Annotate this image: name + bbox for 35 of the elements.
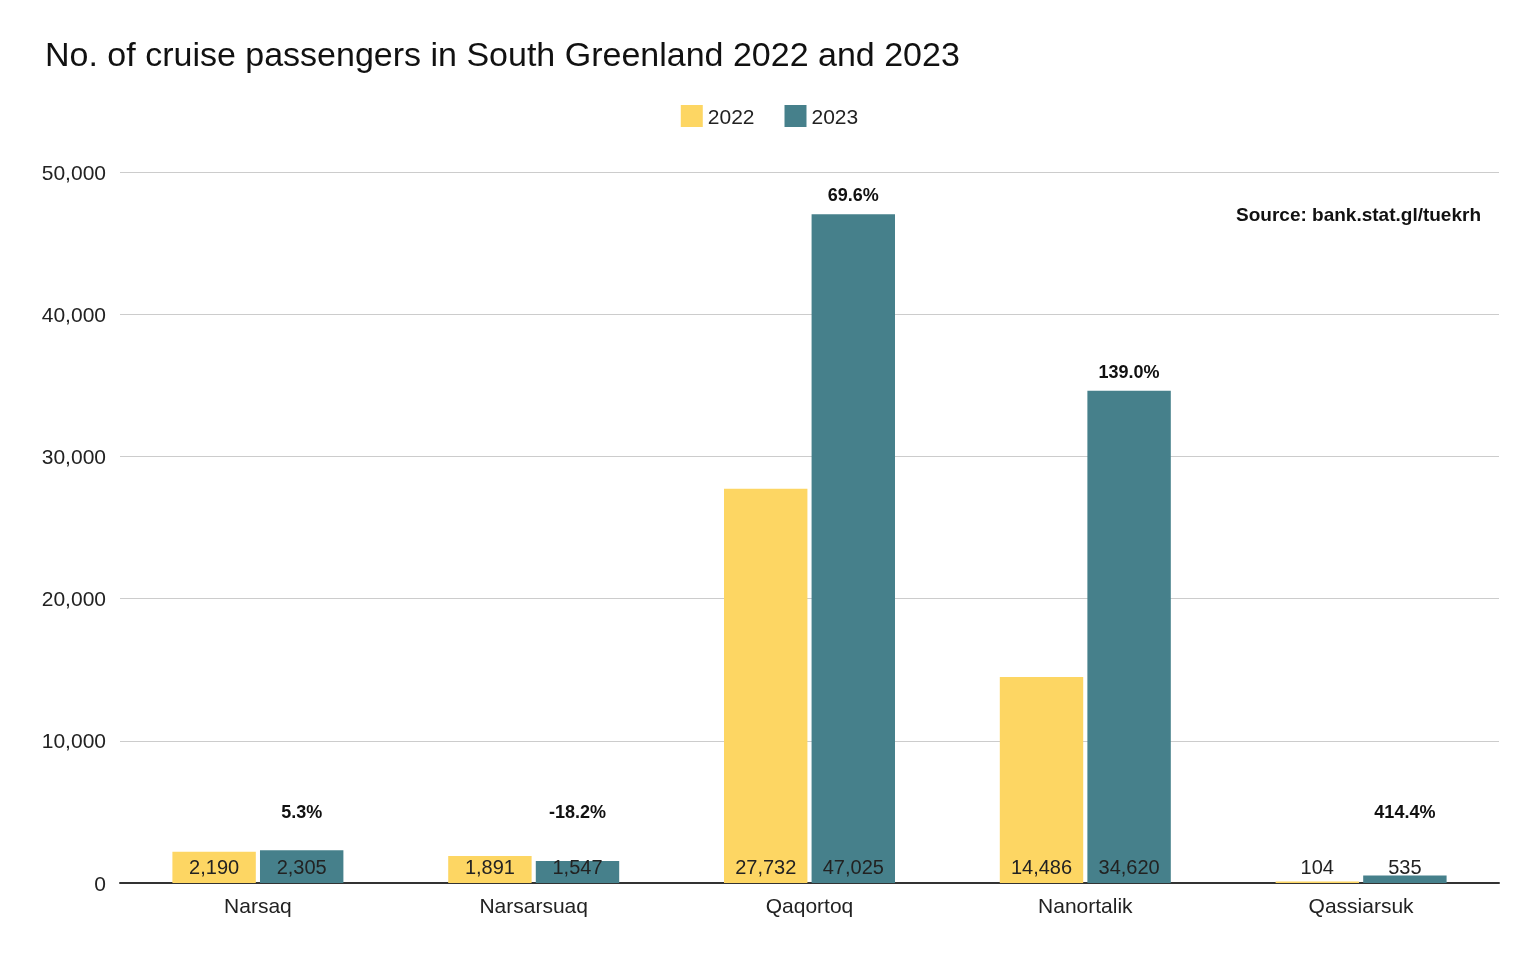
y-tick-label: 40,000 [41,302,106,326]
y-tick-label: 10,000 [41,729,106,753]
bar [1087,390,1171,883]
annotation: 139.0% [1098,361,1160,382]
annotation: 5.3% [281,802,323,822]
data-label: 47,025 [822,856,884,878]
legend-label: 2022 [707,104,755,128]
legend-label: 2023 [811,104,859,128]
annotation: 414.4% [1374,802,1436,822]
bar [999,677,1084,883]
y-tick-label: 20,000 [41,587,106,611]
data-label: 2,190 [189,856,240,878]
y-tick-label: 0 [94,871,106,895]
data-label: 34,620 [1098,856,1160,878]
data-label: 2,305 [276,856,327,878]
y-tick-label: 30,000 [41,444,106,468]
data-label: 1,891 [464,856,515,878]
x-tick-label: Qaqortoq [765,894,854,917]
bar [1363,875,1447,883]
data-label: 1,547 [552,856,603,878]
x-tick-label: Nanortalik [1038,894,1134,917]
y-tick-label: 50,000 [41,160,106,184]
bar [811,214,895,883]
x-tick-label: Narsarsuaq [479,894,588,917]
data-label: 27,732 [735,856,797,878]
bar [724,488,808,883]
data-label: 14,486 [1010,856,1073,878]
annotation: -18.2% [548,802,607,822]
annotation: Source: bank.stat.gl/tuekrh [1236,204,1482,225]
annotation: 69.6% [827,185,879,206]
x-tick-label: Narsaq [224,894,292,917]
data-label: 104 [1300,856,1334,878]
x-tick-label: Qassiarsuk [1308,894,1415,917]
chart-title: No. of cruise passengers in South Greenland 2022 and 2023 [45,35,960,73]
data-label: 535 [1388,856,1422,878]
